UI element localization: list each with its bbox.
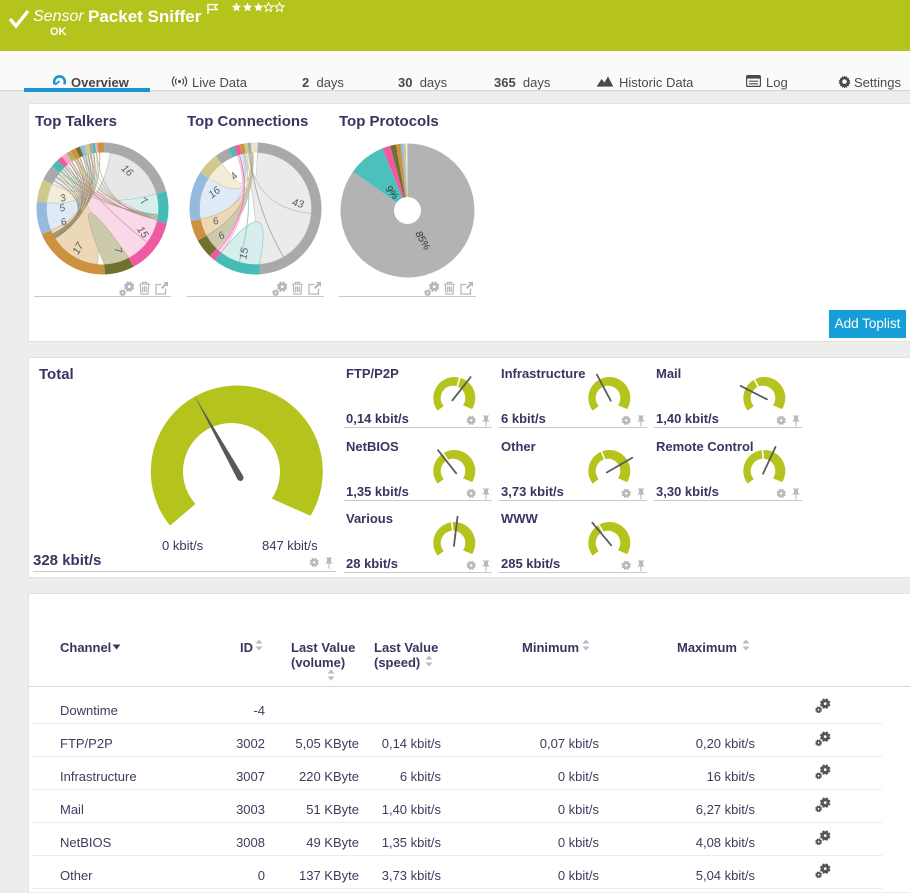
svg-text:7: 7 — [138, 196, 149, 209]
svg-text:6: 6 — [211, 215, 220, 227]
svg-text:15: 15 — [237, 247, 251, 260]
svg-text:3: 3 — [59, 192, 68, 204]
svg-text:7: 7 — [111, 246, 123, 255]
svg-text:6: 6 — [59, 216, 69, 229]
svg-text:4: 4 — [229, 171, 241, 183]
svg-text:5: 5 — [58, 202, 67, 214]
svg-text:6: 6 — [217, 230, 228, 243]
svg-text:43: 43 — [291, 196, 306, 211]
